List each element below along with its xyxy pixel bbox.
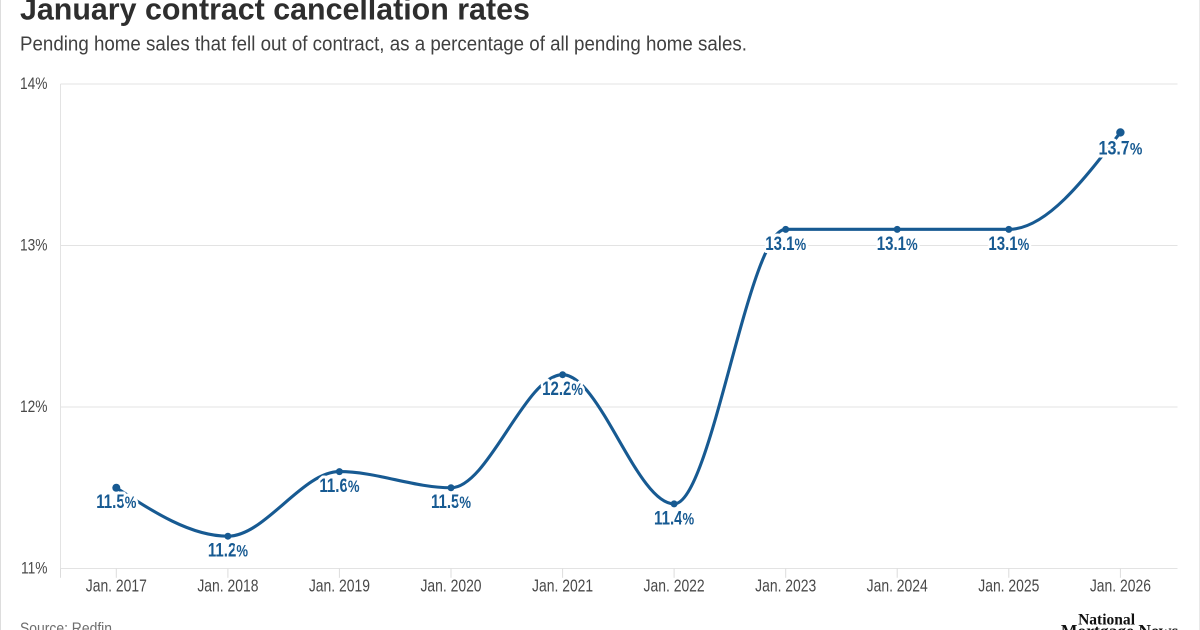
svg-text:Jan. 2018: Jan. 2018 xyxy=(197,576,258,596)
svg-text:13.1%: 13.1% xyxy=(765,232,806,254)
svg-text:13.1%: 13.1% xyxy=(877,232,918,254)
svg-text:Jan. 2019: Jan. 2019 xyxy=(309,576,370,596)
svg-text:Jan. 2020: Jan. 2020 xyxy=(420,576,481,596)
svg-text:11.2%: 11.2% xyxy=(208,539,248,561)
svg-text:Jan. 2024: Jan. 2024 xyxy=(867,576,928,596)
svg-text:11.4%: 11.4% xyxy=(654,507,694,529)
svg-text:Pending home sales that fell o: Pending home sales that fell out of cont… xyxy=(20,33,747,56)
svg-text:Jan. 2017: Jan. 2017 xyxy=(86,576,147,596)
svg-text:Jan. 2023: Jan. 2023 xyxy=(755,576,816,596)
svg-text:11%: 11% xyxy=(21,559,47,577)
svg-text:11.5%: 11.5% xyxy=(96,490,136,512)
svg-text:13.7%: 13.7% xyxy=(1098,137,1142,159)
svg-text:13.1%: 13.1% xyxy=(988,232,1029,254)
svg-text:14%: 14% xyxy=(20,75,47,93)
svg-text:Mortgage News: Mortgage News xyxy=(1061,621,1178,630)
svg-text:Jan. 2025: Jan. 2025 xyxy=(978,576,1039,596)
svg-text:13%: 13% xyxy=(20,236,47,254)
svg-text:Jan. 2021: Jan. 2021 xyxy=(532,576,593,596)
svg-text:11.6%: 11.6% xyxy=(319,474,359,496)
svg-text:12%: 12% xyxy=(20,398,47,416)
svg-text:11.5%: 11.5% xyxy=(431,490,471,512)
svg-text:Jan. 2026: Jan. 2026 xyxy=(1090,576,1151,596)
svg-text:Jan. 2022: Jan. 2022 xyxy=(644,576,705,596)
svg-text:National: National xyxy=(1078,611,1135,628)
svg-text:January contract cancellation: January contract cancellation rates xyxy=(20,0,530,27)
svg-text:Source: Redfin: Source: Redfin xyxy=(20,620,112,630)
